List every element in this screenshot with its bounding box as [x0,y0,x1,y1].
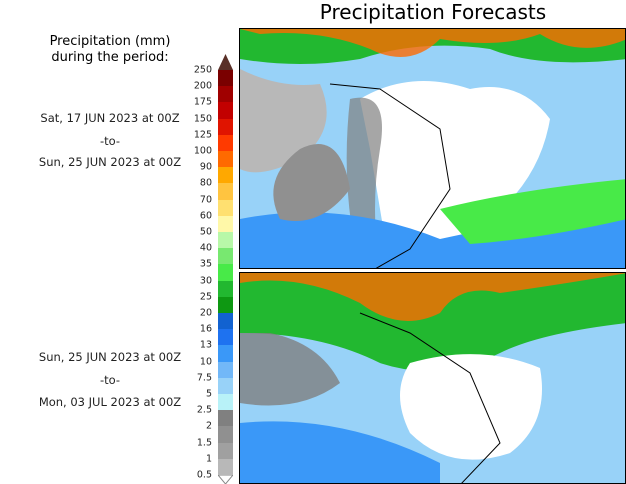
colorbar-tick-label: 35 [199,258,212,270]
legend-title-line1: Precipitation (mm) [49,34,171,49]
colorbar-bin [218,377,233,395]
colorbar-bottom-arrow [218,475,233,484]
colorbar-tick-label: 30 [199,275,212,287]
colorbar-bin [218,215,233,233]
colorbar-tick-label: 150 [193,113,212,125]
forecast-map-period1 [239,28,626,269]
period1-start: Sat, 17 JUN 2023 at 00Z [40,111,180,125]
colorbar-bin [218,458,233,476]
colorbar-bin [218,442,233,460]
colorbar-tick-label: 0.5 [196,469,212,481]
colorbar-tick-label: 16 [199,323,212,335]
colorbar-bin [218,296,233,314]
colorbar-bin [218,70,233,88]
colorbar-bin [218,151,233,169]
colorbar-tick-label: 20 [199,307,212,319]
colorbar-tick-label: 5 [205,388,212,400]
colorbar-tick-label: 1.5 [196,437,212,449]
colorbar-tick-label: 13 [199,339,212,351]
colorbar-bin [218,102,233,120]
colorbar-tick-label: 25 [199,291,212,303]
colorbar-bin [218,280,233,298]
colorbar-bin [218,313,233,331]
colorbar-tick-label: 1 [205,453,212,465]
colorbar-bin [218,410,233,428]
colorbar-bin [218,134,233,152]
colorbar-tick-label: 10 [199,356,212,368]
legend-title: Precipitation (mm) during the period: [20,34,200,66]
forecast-map-period2 [239,272,626,484]
colorbar-tick-label: 80 [199,177,212,189]
colorbar-bin [218,345,233,363]
colorbar-tick-label: 200 [193,80,212,92]
colorbar-bin [218,426,233,444]
colorbar-tick-label: 60 [199,210,212,222]
colorbar-tick-label: 90 [199,161,212,173]
colorbar-bin [218,264,233,282]
colorbar-tick-label: 7.5 [196,372,212,384]
legend-title-line2: during the period: [51,50,169,65]
colorbar-bin [218,183,233,201]
colorbar-tick-label: 175 [193,96,212,108]
colorbar-bin [218,248,233,266]
period1-sep: -to- [99,134,121,148]
colorbar-bin [218,232,233,250]
colorbar-tick-label: 125 [193,129,212,141]
page-title: Precipitation Forecasts [319,0,547,24]
colorbar-tick-label: 100 [193,145,212,157]
colorbar-tick-label: 2 [205,420,212,432]
colorbar-tick-label: 40 [199,242,212,254]
colorbar-tick-label: 250 [193,64,212,76]
colorbar-bin [218,86,233,104]
colorbar-bin [218,167,233,185]
period2-sep: -to- [99,373,121,387]
colorbar-bin [218,199,233,217]
colorbar-bin [218,118,233,136]
colorbar-bin [218,329,233,347]
colorbar-tick-label: 70 [199,194,212,206]
period2-end: Mon, 03 JUL 2023 at 00Z [38,395,182,409]
period2-start: Sun, 25 JUN 2023 at 00Z [38,350,182,364]
colorbar-tick-label: 50 [199,226,212,238]
colorbar-top-arrow [218,54,233,70]
colorbar-tick-label: 2.5 [196,404,212,416]
period1-end: Sun, 25 JUN 2023 at 00Z [38,155,182,169]
colorbar-bin [218,394,233,412]
colorbar-bin [218,361,233,379]
